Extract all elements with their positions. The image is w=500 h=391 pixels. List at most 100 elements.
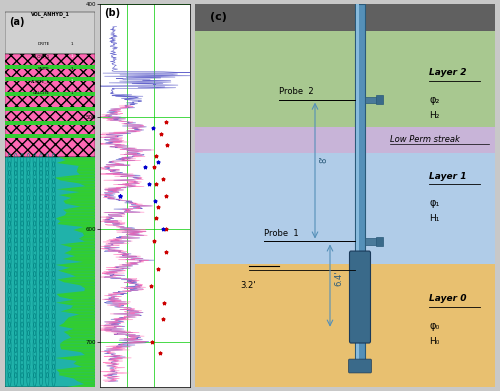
Polygon shape: [63, 210, 95, 212]
Bar: [356, 4, 358, 368]
Polygon shape: [55, 355, 95, 358]
Point: [144, 181, 152, 187]
Polygon shape: [60, 343, 95, 346]
Polygon shape: [60, 373, 95, 375]
Polygon shape: [79, 239, 95, 242]
Polygon shape: [74, 227, 95, 230]
Point: [159, 316, 167, 323]
Point: [162, 119, 170, 126]
Polygon shape: [58, 280, 95, 282]
Polygon shape: [64, 337, 95, 341]
Text: 1: 1: [71, 54, 74, 58]
Text: φ₀: φ₀: [429, 321, 440, 331]
Bar: [376, 95, 384, 104]
Point: [158, 176, 166, 182]
Polygon shape: [78, 381, 95, 384]
Text: Probe  2: Probe 2: [279, 87, 314, 96]
Text: (b): (b): [104, 8, 120, 18]
Text: 1: 1: [71, 79, 74, 83]
Point: [154, 265, 162, 272]
Polygon shape: [61, 308, 95, 311]
Polygon shape: [66, 317, 95, 320]
Polygon shape: [54, 175, 95, 178]
Text: 6.4': 6.4': [334, 270, 344, 286]
Polygon shape: [64, 320, 95, 323]
Point: [116, 192, 124, 199]
FancyBboxPatch shape: [348, 359, 372, 373]
Polygon shape: [77, 169, 95, 172]
Polygon shape: [77, 172, 95, 175]
Polygon shape: [57, 189, 95, 192]
FancyBboxPatch shape: [350, 251, 370, 343]
Text: Probe  1: Probe 1: [264, 229, 298, 238]
Bar: [5, 77, 95, 81]
Bar: [52, 63, 92, 74]
Bar: [376, 237, 384, 246]
Point: [159, 226, 167, 232]
Polygon shape: [56, 291, 95, 294]
Legend: Log, Core, Routine Plugs, Special Plugs: Log, Core, Routine Plugs, Special Plugs: [278, 6, 322, 36]
Point: [150, 125, 158, 131]
Bar: [5, 65, 95, 69]
Bar: [5, 54, 95, 157]
Polygon shape: [64, 282, 95, 285]
Text: DRITE: DRITE: [38, 42, 50, 46]
Polygon shape: [57, 160, 95, 163]
Polygon shape: [58, 224, 95, 227]
Text: 1: 1: [71, 91, 74, 95]
Text: (a): (a): [10, 17, 25, 27]
Point: [150, 164, 158, 170]
Polygon shape: [80, 352, 95, 355]
Text: 3.2': 3.2': [240, 281, 256, 290]
Polygon shape: [74, 364, 95, 367]
Point: [151, 198, 159, 204]
Point: [152, 181, 160, 187]
Point: [154, 204, 162, 210]
Text: SNITE: SNITE: [38, 67, 50, 71]
Polygon shape: [66, 204, 95, 207]
Polygon shape: [56, 262, 95, 265]
Polygon shape: [58, 221, 95, 224]
Polygon shape: [59, 192, 95, 195]
Point: [162, 249, 170, 255]
Bar: [365, 97, 378, 103]
Polygon shape: [70, 306, 95, 308]
Point: [163, 142, 171, 148]
Text: 1: 1: [71, 67, 74, 71]
Polygon shape: [60, 297, 95, 300]
Text: H₂: H₂: [429, 111, 440, 120]
Text: H₁: H₁: [429, 214, 440, 223]
Polygon shape: [62, 256, 95, 259]
Point: [150, 237, 158, 244]
Text: Layer 0: Layer 0: [429, 294, 467, 303]
Polygon shape: [56, 303, 95, 306]
Bar: [52, 88, 92, 99]
Bar: [195, 153, 495, 264]
Polygon shape: [64, 329, 95, 332]
Polygon shape: [84, 288, 95, 291]
Point: [160, 300, 168, 306]
Bar: [5, 134, 95, 138]
Polygon shape: [66, 384, 95, 387]
Polygon shape: [80, 285, 95, 288]
Polygon shape: [58, 157, 95, 160]
Bar: [5, 121, 95, 125]
Text: Layer 2: Layer 2: [429, 68, 467, 77]
Polygon shape: [61, 349, 95, 352]
Bar: [5, 12, 95, 54]
Polygon shape: [59, 326, 95, 329]
Bar: [195, 264, 495, 387]
Polygon shape: [78, 166, 95, 169]
Polygon shape: [68, 335, 95, 337]
Text: DLOW_1: DLOW_1: [33, 54, 50, 58]
Text: φ₂: φ₂: [429, 95, 440, 105]
Polygon shape: [56, 367, 95, 369]
Polygon shape: [56, 215, 95, 218]
Bar: [365, 239, 378, 244]
Polygon shape: [57, 163, 95, 166]
Polygon shape: [59, 195, 95, 198]
Polygon shape: [61, 311, 95, 314]
Bar: [5, 108, 95, 111]
Polygon shape: [59, 323, 95, 326]
Point: [148, 283, 156, 289]
